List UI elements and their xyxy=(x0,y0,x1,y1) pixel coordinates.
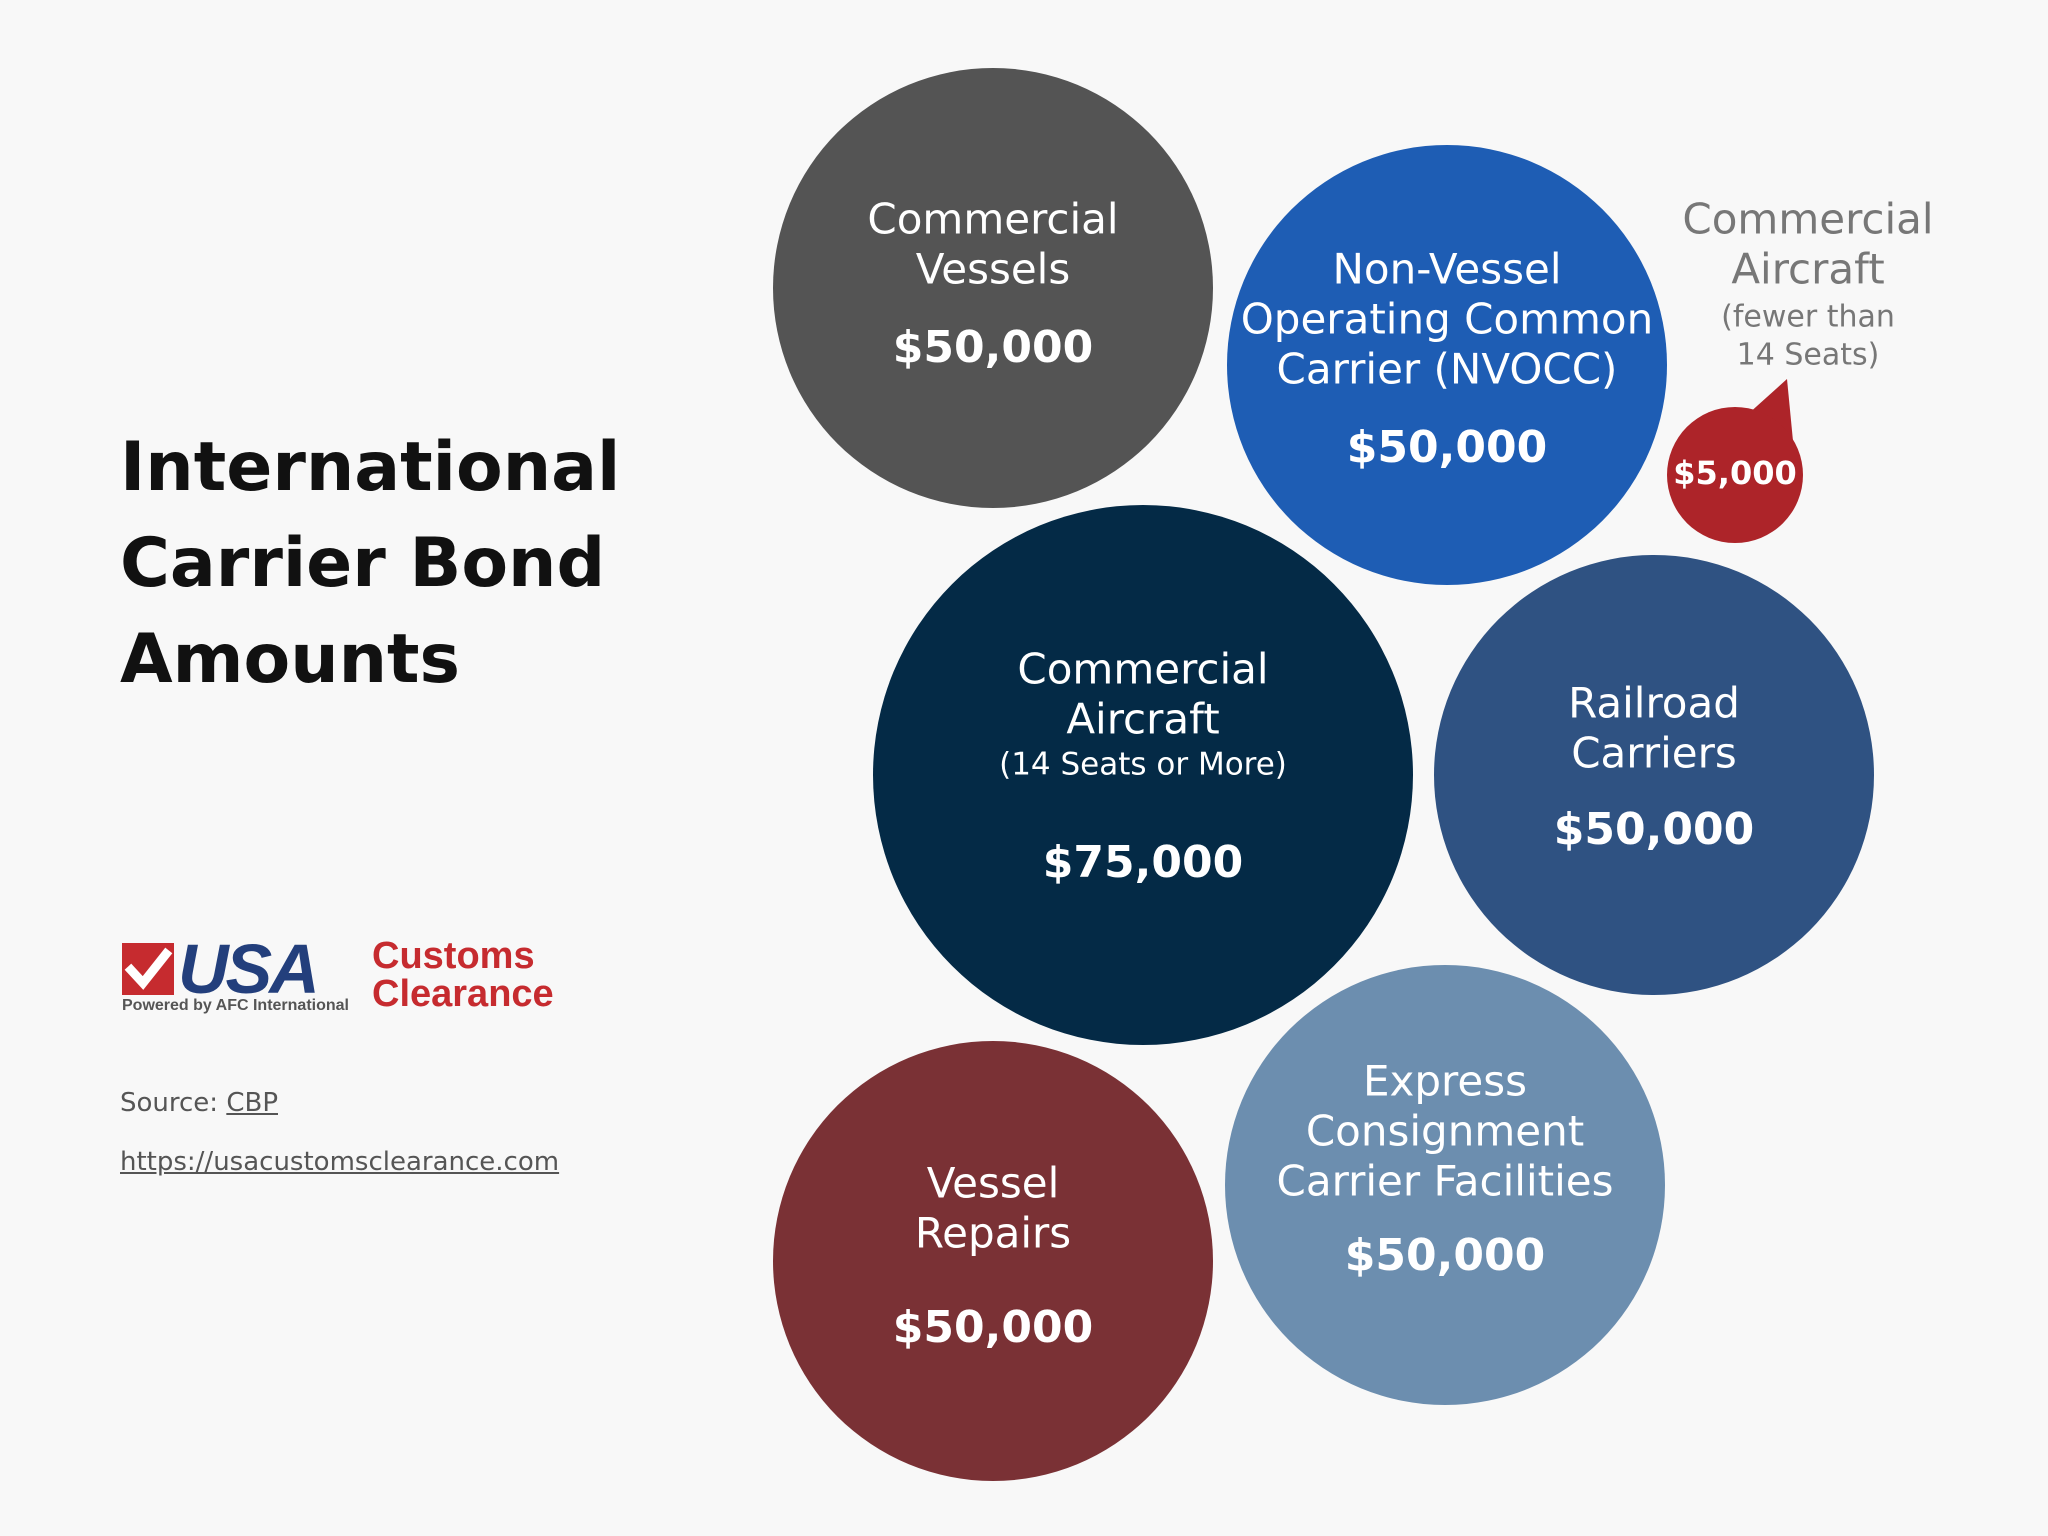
bubble-label: Aircraft xyxy=(1066,695,1219,744)
bubble-label: Vessels xyxy=(916,245,1070,294)
bubble-value: $50,000 xyxy=(893,1302,1093,1353)
usa-customs-clearance-logo: USA Powered by AFC International Customs… xyxy=(120,930,580,1015)
title-line-2: Carrier Bond xyxy=(120,524,606,603)
bubble-circle xyxy=(773,1041,1213,1481)
bubble-sublabel: (14 Seats or More) xyxy=(999,747,1287,783)
checkmark-icon xyxy=(122,943,174,995)
bubble-label: Consignment xyxy=(1306,1107,1584,1156)
logo-brand-text: Customs Clearance xyxy=(372,937,554,1013)
bubble-label: Commercial xyxy=(867,195,1118,244)
bubble-circle xyxy=(1227,145,1667,585)
bubble-value: $50,000 xyxy=(1554,804,1754,855)
website-link[interactable]: https://usacustomsclearance.com xyxy=(120,1147,560,1177)
source-link[interactable]: CBP xyxy=(226,1088,278,1118)
bubble-label: Vessel xyxy=(927,1159,1060,1208)
bubble-label: Railroad xyxy=(1568,679,1740,728)
page-title: International Carrier Bond Amounts xyxy=(120,420,680,708)
bubble-circle xyxy=(773,68,1213,508)
title-line-1: International xyxy=(120,428,621,507)
bubble-label: Carriers xyxy=(1571,729,1737,778)
logo-subline: Powered by AFC International xyxy=(122,997,349,1014)
bubble-label: Express xyxy=(1363,1057,1527,1106)
bubble-value: $50,000 xyxy=(1347,422,1547,473)
website-line: https://usacustomsclearance.com xyxy=(120,1147,559,1177)
bubble-circle xyxy=(1667,407,1803,543)
bubble-label: Operating Common xyxy=(1241,295,1654,344)
logo-wordmark: USA xyxy=(178,930,320,1008)
bubble-circle xyxy=(873,505,1413,1045)
bubble-value: $50,000 xyxy=(893,322,1093,373)
bubble-label: Carrier (NVOCC) xyxy=(1277,345,1618,394)
bubble-label: Aircraft xyxy=(1731,245,1884,294)
bubble-label: Non-Vessel xyxy=(1332,245,1561,294)
title-line-3: Amounts xyxy=(120,620,460,699)
bubble-circle xyxy=(1434,555,1874,995)
bubble-sublabel: 14 Seats) xyxy=(1737,338,1880,373)
logo-brand-line-2: Clearance xyxy=(372,973,554,1015)
bubble-label: Carrier Facilities xyxy=(1277,1157,1614,1206)
logo-brand-line-1: Customs xyxy=(372,935,535,977)
source-label: Source: xyxy=(120,1088,219,1118)
bubble-label: Repairs xyxy=(915,1209,1071,1258)
source-note: Source: CBP xyxy=(120,1088,278,1118)
bubble-label: Commercial xyxy=(1017,645,1268,694)
bubble-circle xyxy=(1225,965,1665,1405)
bubble-label: Commercial xyxy=(1682,195,1933,244)
bubble-value: $50,000 xyxy=(1345,1230,1545,1281)
bubble-sublabel: (fewer than xyxy=(1721,300,1895,335)
bubble-value: $5,000 xyxy=(1673,454,1796,492)
bubble-value: $75,000 xyxy=(1043,837,1243,888)
